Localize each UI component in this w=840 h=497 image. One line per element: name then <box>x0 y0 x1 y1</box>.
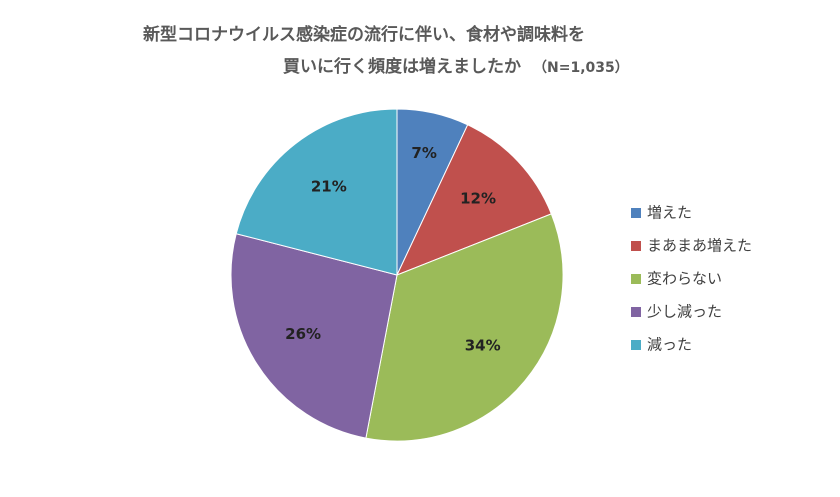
pie-slice-2 <box>396 124 552 276</box>
legend-swatch-2 <box>631 241 641 251</box>
chart-title-line-2-text: 買いに行く頻度は増えましたか <box>283 57 521 77</box>
legend-label-5: 減った <box>647 336 692 354</box>
legend-label-3: 変わらない <box>647 270 722 288</box>
legend-swatch-4 <box>631 307 641 317</box>
pie-slice-4 <box>230 233 398 439</box>
sample-size-note: （N=1,035） <box>533 60 629 76</box>
legend-swatch-3 <box>631 274 641 284</box>
data-label-3: 34% <box>465 336 501 354</box>
legend-swatch-5 <box>631 340 641 350</box>
pie-slice-3 <box>365 213 564 442</box>
legend-label-1: 増えた <box>647 204 692 222</box>
chart-title-line-2: 買いに行く頻度は増えましたか （N=1,035） <box>283 52 629 77</box>
pie-slice-5 <box>235 108 398 276</box>
data-label-2: 12% <box>460 189 496 207</box>
legend-label-4: 少し減った <box>647 303 722 321</box>
data-label-5: 21% <box>311 178 347 196</box>
legend-label-2: まあまあ増えた <box>647 237 752 255</box>
legend-swatch-1 <box>631 208 641 218</box>
data-label-1: 7% <box>411 144 436 162</box>
chart-title-line-1: 新型コロナウイルス感染症の流行に伴い、食材や調味料を <box>143 25 585 45</box>
data-label-4: 26% <box>285 325 321 343</box>
